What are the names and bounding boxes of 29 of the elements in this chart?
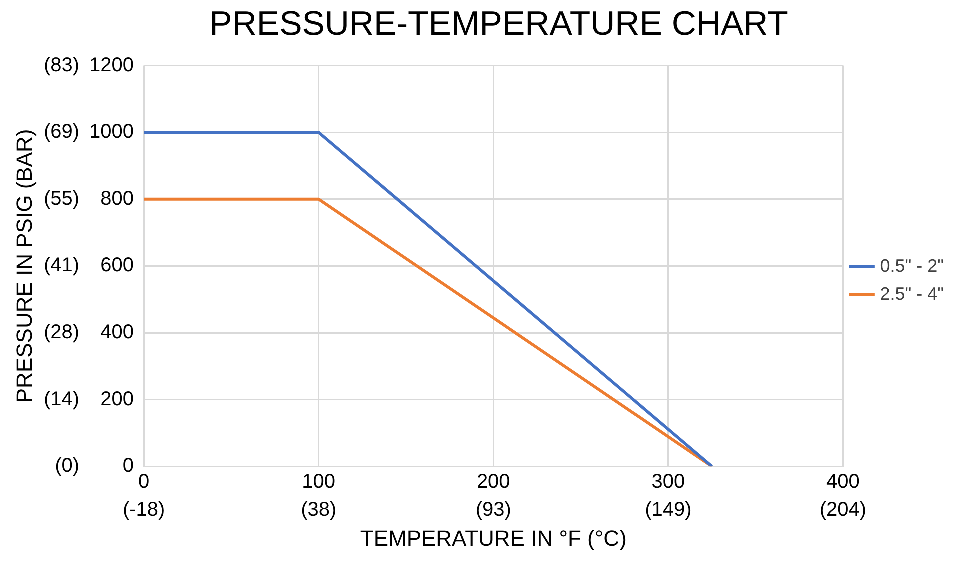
y2-axis-title: PRESSURE IN PSIG (BAR) [12, 129, 38, 404]
y2-tick-label: (83) [44, 54, 80, 76]
x-axis-title: TEMPERATURE IN °F (°C) [360, 526, 627, 551]
x2-tick-label: (93) [476, 499, 512, 522]
x-tick-label: 100 [302, 471, 336, 494]
y2-tick-label: (0) [55, 455, 80, 478]
x-tick-label: 400 [826, 471, 860, 494]
y-tick-label: 800 [100, 188, 134, 210]
x-tick-label: 0 [138, 471, 150, 494]
x-tick-label: 300 [652, 471, 686, 494]
y-tick-label: 400 [100, 322, 134, 344]
y-tick-label: 0 [122, 455, 134, 478]
x2-tick-label: (204) [820, 499, 867, 522]
y2-tick-label: (28) [44, 322, 80, 344]
legend-label: 2.5" - 4" [880, 284, 944, 304]
x2-tick-label: (149) [645, 499, 692, 522]
y-tick-label: 200 [100, 388, 134, 410]
x2-tick-label: (38) [301, 499, 337, 522]
x2-tick-label: (-18) [122, 499, 166, 522]
legend-label: 0.5" - 2" [880, 256, 944, 276]
y-tick-label: 1200 [90, 54, 134, 76]
y2-tick-label: (69) [44, 121, 80, 144]
y2-tick-label: (14) [44, 388, 80, 410]
chart-title: PRESSURE-TEMPERATURE CHART [210, 4, 788, 43]
y-tick-label: 600 [100, 254, 134, 277]
x-tick-label: 200 [476, 471, 510, 494]
y2-tick-label: (41) [44, 254, 80, 277]
y-tick-label: 1000 [90, 121, 134, 144]
y2-tick-label: (55) [44, 188, 80, 210]
